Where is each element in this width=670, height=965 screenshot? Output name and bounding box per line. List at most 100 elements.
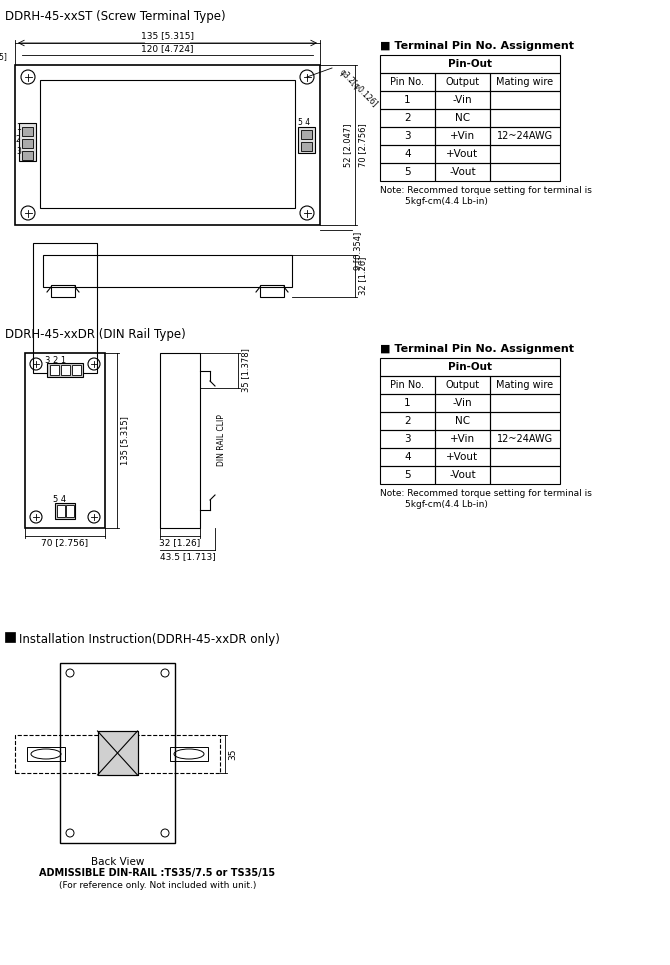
Bar	[380, 358, 560, 376]
Bar	[490, 91, 560, 109]
Bar	[50, 365, 59, 375]
Text: 3: 3	[404, 131, 411, 141]
Bar	[380, 73, 435, 91]
Text: 4: 4	[404, 452, 411, 462]
Text: +Vin: +Vin	[450, 131, 475, 141]
Text: Note: Recommed torque setting for terminal is: Note: Recommed torque setting for termin…	[380, 186, 592, 195]
Bar	[380, 412, 435, 430]
Bar	[490, 430, 560, 448]
Bar	[490, 163, 560, 181]
Text: 9 [0.354]: 9 [0.354]	[353, 232, 362, 270]
Text: 4: 4	[404, 149, 411, 159]
Bar	[435, 163, 490, 181]
Bar	[490, 145, 560, 163]
Text: NC: NC	[455, 416, 470, 426]
Bar	[25, 353, 105, 528]
Bar	[40, 80, 295, 208]
Bar	[380, 91, 435, 109]
Bar	[490, 466, 560, 484]
Text: ■ Terminal Pin No. Assignment: ■ Terminal Pin No. Assignment	[380, 41, 574, 51]
Text: NC: NC	[455, 113, 470, 123]
Text: DDRH-45-xxST (Screw Terminal Type): DDRH-45-xxST (Screw Terminal Type)	[5, 10, 226, 23]
Text: -Vout: -Vout	[449, 470, 476, 480]
Bar	[19, 123, 36, 161]
Text: 3: 3	[16, 147, 21, 156]
Bar	[15, 735, 220, 773]
Text: -Vin: -Vin	[453, 398, 472, 408]
Bar	[490, 73, 560, 91]
Bar	[260, 285, 284, 297]
Bar	[60, 663, 175, 843]
Text: Pin-Out: Pin-Out	[448, 362, 492, 372]
Text: 5 4: 5 4	[53, 495, 66, 504]
Bar	[380, 145, 435, 163]
Text: ■ Terminal Pin No. Assignment: ■ Terminal Pin No. Assignment	[380, 344, 574, 354]
Text: 1: 1	[16, 123, 21, 132]
Text: 3: 3	[404, 434, 411, 444]
Text: 1: 1	[404, 398, 411, 408]
Bar	[47, 363, 83, 377]
Text: 12~24AWG: 12~24AWG	[497, 434, 553, 444]
Bar	[380, 448, 435, 466]
Bar	[51, 285, 75, 297]
Text: 2: 2	[16, 135, 21, 144]
Text: 52 [2.047]: 52 [2.047]	[343, 124, 352, 167]
Bar	[160, 353, 200, 528]
Bar	[435, 91, 490, 109]
Text: φ3.2[φ0.126]: φ3.2[φ0.126]	[338, 68, 379, 109]
Bar	[490, 448, 560, 466]
Text: 12~24AWG: 12~24AWG	[497, 131, 553, 141]
Bar	[435, 73, 490, 91]
Bar	[301, 130, 312, 139]
Bar	[380, 430, 435, 448]
Text: 35 [1.378]: 35 [1.378]	[241, 348, 250, 392]
Bar	[380, 127, 435, 145]
Text: Mating wire: Mating wire	[496, 380, 553, 390]
Bar	[490, 109, 560, 127]
Bar	[435, 109, 490, 127]
Bar	[33, 243, 97, 373]
Bar	[66, 505, 74, 517]
Text: 5: 5	[404, 470, 411, 480]
Text: 5kgf-cm(4.4 Lb-in): 5kgf-cm(4.4 Lb-in)	[405, 197, 488, 206]
Text: Pin No.: Pin No.	[391, 77, 425, 87]
Bar	[380, 376, 435, 394]
Bar	[55, 503, 75, 519]
Text: 35: 35	[228, 748, 237, 759]
Text: Back View: Back View	[91, 857, 144, 867]
Text: 43.5 [1.713]: 43.5 [1.713]	[159, 552, 215, 561]
Text: 135 [5.315]: 135 [5.315]	[141, 31, 194, 40]
Bar	[435, 394, 490, 412]
Text: Installation Instruction(DDRH-45-xxDR only): Installation Instruction(DDRH-45-xxDR on…	[19, 633, 280, 646]
Text: 2: 2	[404, 416, 411, 426]
Text: 32 [1.26]: 32 [1.26]	[159, 538, 200, 547]
Text: Output: Output	[446, 77, 480, 87]
Text: Pin No.: Pin No.	[391, 380, 425, 390]
Text: +Vin: +Vin	[450, 434, 475, 444]
Text: 3 2 1: 3 2 1	[45, 356, 66, 365]
Bar	[380, 109, 435, 127]
Bar	[435, 412, 490, 430]
Text: Pin-Out: Pin-Out	[448, 59, 492, 69]
Bar	[22, 127, 33, 136]
Text: 2: 2	[404, 113, 411, 123]
Bar	[5, 632, 15, 642]
Text: Note: Recommed torque setting for terminal is: Note: Recommed torque setting for termin…	[380, 489, 592, 498]
Bar	[435, 145, 490, 163]
Bar	[435, 127, 490, 145]
Text: -Vin: -Vin	[453, 95, 472, 105]
Bar	[57, 505, 65, 517]
Bar	[490, 394, 560, 412]
Text: ADMISSIBLE DIN-RAIL :TS35/7.5 or TS35/15: ADMISSIBLE DIN-RAIL :TS35/7.5 or TS35/15	[40, 868, 275, 878]
Bar	[301, 142, 312, 151]
Bar	[27, 747, 65, 761]
Bar	[43, 255, 292, 287]
Text: +Vout: +Vout	[446, 452, 478, 462]
Bar	[380, 163, 435, 181]
Bar	[435, 448, 490, 466]
Text: DDRH-45-xxDR (DIN Rail Type): DDRH-45-xxDR (DIN Rail Type)	[5, 328, 186, 341]
Text: 135 [5.315]: 135 [5.315]	[120, 416, 129, 465]
Bar	[490, 376, 560, 394]
Text: 7.5[0.295]: 7.5[0.295]	[0, 52, 7, 61]
Bar	[22, 151, 33, 160]
